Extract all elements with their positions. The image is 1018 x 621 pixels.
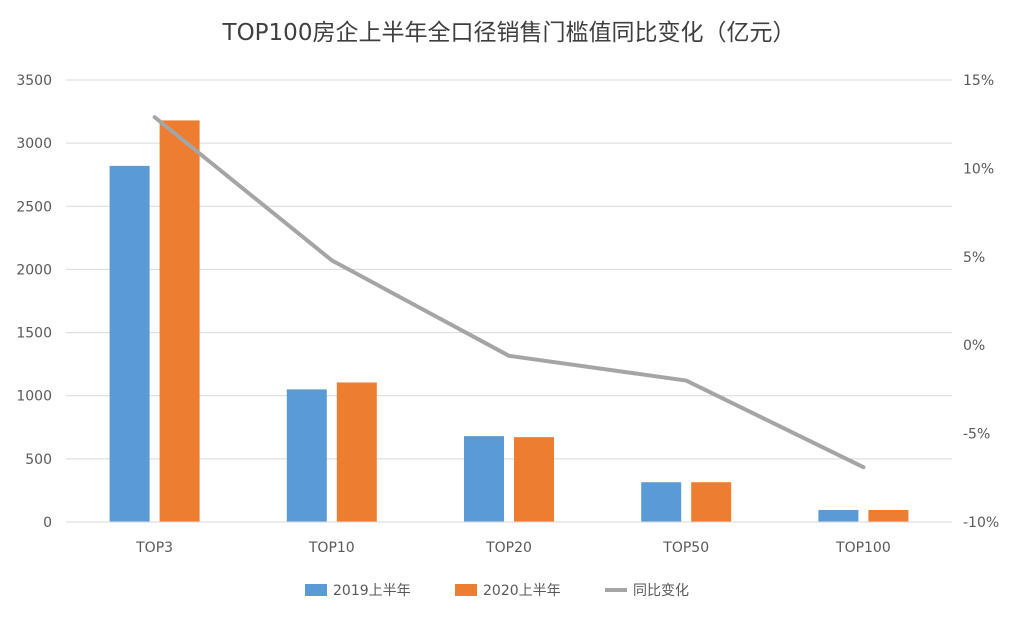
x-tick-label: TOP20 xyxy=(485,540,532,556)
chart-title: TOP100房企上半年全口径销售门槛值同比变化（亿元） xyxy=(222,20,796,46)
legend: 2019上半年 2020上半年 同比变化 xyxy=(305,583,689,599)
y-tick-label-left: 2500 xyxy=(16,199,52,215)
bar xyxy=(641,482,682,522)
y-tick-label-right: -10% xyxy=(963,515,999,531)
bar xyxy=(336,382,377,522)
bars-layer xyxy=(109,120,909,523)
y-tick-label-right: 5% xyxy=(963,250,985,266)
x-tick-label: TOP10 xyxy=(308,540,355,556)
bar xyxy=(868,510,909,522)
bar xyxy=(818,510,859,522)
bar xyxy=(691,482,732,522)
legend-label: 2019上半年 xyxy=(333,583,411,599)
y-tick-label-left: 500 xyxy=(25,452,52,468)
bar xyxy=(286,389,327,522)
grid-layer xyxy=(66,79,952,523)
y-tick-label-left: 3000 xyxy=(16,136,52,152)
legend-label: 2020上半年 xyxy=(483,583,561,599)
bar xyxy=(159,120,200,522)
bar xyxy=(514,437,554,522)
y-tick-label-right: -5% xyxy=(963,427,990,443)
bar xyxy=(109,165,150,523)
x-axis: TOP3 TOP10 TOP20 TOP50 TOP100 xyxy=(66,521,952,556)
x-tick-label: TOP3 xyxy=(135,540,173,556)
y-axis-right: -10% -5% 0% 5% 10% 15% xyxy=(963,73,999,531)
legend-swatch xyxy=(305,584,327,596)
y-tick-label-left: 1500 xyxy=(16,326,52,342)
y-tick-label-right: 0% xyxy=(963,338,985,354)
line-series xyxy=(152,115,866,470)
x-tick-label: TOP50 xyxy=(662,540,709,556)
y-tick-label-left: 2000 xyxy=(16,262,52,278)
y-axis-left: 0 500 1000 1500 2000 2500 3000 3500 xyxy=(16,73,52,531)
y-tick-label-right: 10% xyxy=(963,161,994,177)
x-tick-label: TOP100 xyxy=(835,540,891,556)
y-tick-label-right: 15% xyxy=(963,73,994,89)
line-layer xyxy=(152,115,866,470)
legend-swatch xyxy=(455,584,477,596)
bar xyxy=(464,436,504,522)
legend-label: 同比变化 xyxy=(633,583,689,599)
y-tick-label-left: 1000 xyxy=(16,389,52,405)
y-tick-label-left: 3500 xyxy=(16,73,52,89)
y-tick-label-left: 0 xyxy=(43,515,52,531)
